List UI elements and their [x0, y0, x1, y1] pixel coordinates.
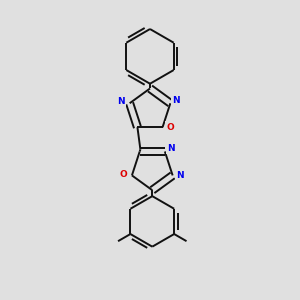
- Text: O: O: [120, 170, 128, 179]
- Text: N: N: [172, 96, 180, 105]
- Text: N: N: [168, 144, 175, 153]
- Text: N: N: [177, 171, 184, 180]
- Text: N: N: [118, 97, 125, 106]
- Text: O: O: [167, 123, 174, 132]
